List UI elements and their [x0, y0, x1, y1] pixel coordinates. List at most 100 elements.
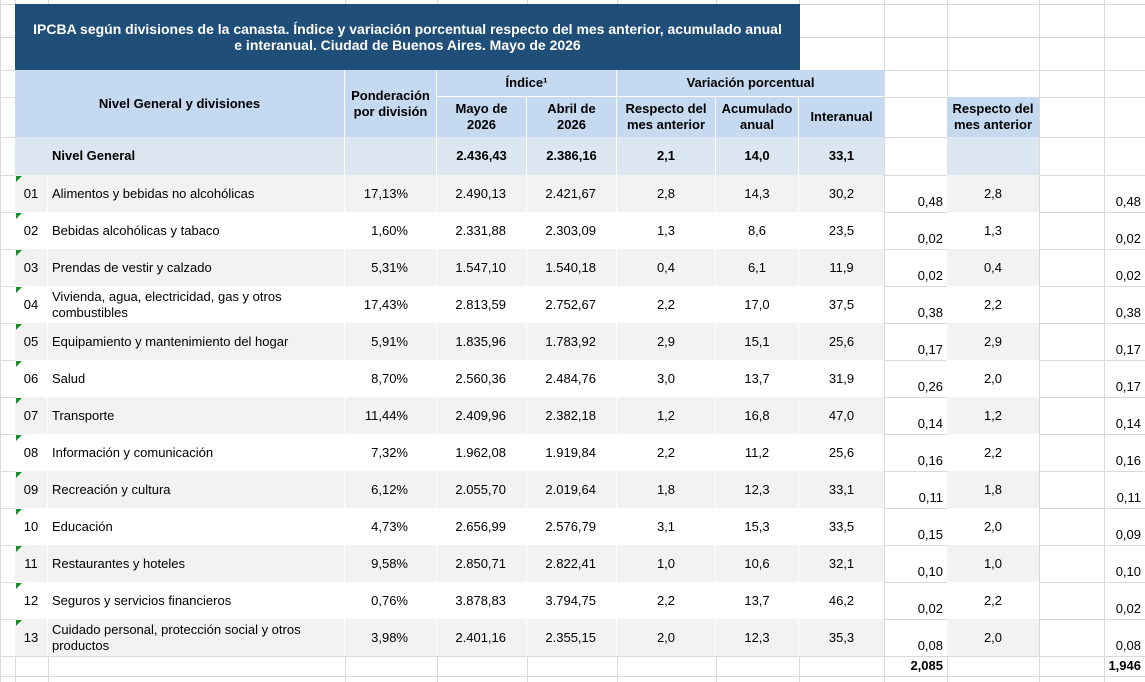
- contribution: 0,16: [917, 453, 943, 468]
- value: 2.421,67: [545, 185, 596, 201]
- value: 2,8: [617, 175, 716, 212]
- division: Información y comunicación: [48, 434, 345, 471]
- value: 2.436,43: [437, 137, 527, 175]
- grid-line: [0, 656, 1145, 657]
- value: 17,43%: [363, 296, 408, 312]
- contribution: 0,14: [917, 416, 943, 431]
- division: Alimentos y bebidas no alcohólicas: [48, 175, 345, 212]
- value: 2.331,88: [437, 212, 527, 249]
- value: 3.794,75: [527, 582, 617, 619]
- contribution: 0,02: [884, 582, 947, 619]
- value: 3.878,83: [437, 582, 527, 619]
- value: 1,8: [656, 481, 676, 497]
- header: Respecto del mes anterior: [947, 97, 1039, 137]
- code: 01: [23, 185, 39, 201]
- contribution: 0,15: [917, 527, 943, 542]
- value: 25,6: [828, 333, 855, 349]
- value: 2.436,43: [456, 148, 507, 163]
- header: Variación porcentual: [686, 75, 815, 90]
- value: 1,60%: [371, 222, 408, 238]
- value: 2.822,41: [545, 555, 596, 571]
- value: 13,7: [744, 370, 770, 386]
- cell-marker: [16, 213, 22, 219]
- contribution: 0,08: [917, 638, 943, 653]
- contribution: 0,38: [1115, 305, 1141, 320]
- value: 2.656,99: [437, 508, 527, 545]
- value: 2.490,13: [437, 175, 527, 212]
- value: 2.560,36: [455, 370, 506, 386]
- contribution: 0,48: [1115, 194, 1141, 209]
- header: Ponderación por división: [351, 87, 430, 119]
- value: 13,7: [716, 360, 799, 397]
- value: 32,1: [799, 545, 884, 582]
- contribution: 0,17: [917, 342, 943, 357]
- contribution: 0,11: [1104, 471, 1145, 508]
- value: 1,3: [983, 222, 1003, 238]
- value: 0,4: [983, 259, 1003, 275]
- value: 2,2: [947, 286, 1039, 323]
- value: 1,3: [947, 212, 1039, 249]
- value: 2.355,15: [527, 619, 617, 656]
- cell-marker: [16, 398, 22, 404]
- division: Alimentos y bebidas no alcohólicas: [52, 185, 255, 201]
- code: 08: [23, 444, 39, 460]
- value: 7,32%: [345, 434, 437, 471]
- value: 25,6: [799, 434, 884, 471]
- value: 14,3: [716, 175, 799, 212]
- value: 15,3: [744, 518, 770, 534]
- header: Respecto del mes anterior: [625, 101, 707, 132]
- contribution: 0,38: [884, 286, 947, 323]
- code: 09: [23, 481, 39, 497]
- cell-marker: [16, 435, 22, 441]
- value: 6,12%: [371, 481, 408, 497]
- cell: [15, 137, 48, 175]
- value: 15,1: [744, 333, 770, 349]
- value: 8,6: [747, 222, 767, 238]
- contribution: 0,17: [1115, 342, 1141, 357]
- value: 47,0: [828, 407, 855, 423]
- value: 16,8: [744, 407, 770, 423]
- value: 0,76%: [345, 582, 437, 619]
- cell-marker: [16, 546, 22, 552]
- header: Variación porcentual: [617, 70, 884, 97]
- value: 2,0: [947, 619, 1039, 656]
- value: 2,0: [617, 619, 716, 656]
- cell-marker: [16, 472, 22, 478]
- contribution: 0,02: [1115, 268, 1141, 283]
- value: 33,1: [799, 137, 884, 175]
- cell-marker: [16, 620, 22, 626]
- value: 2.055,70: [437, 471, 527, 508]
- contribution: 0,02: [1115, 231, 1141, 246]
- value: 2.303,09: [545, 222, 596, 238]
- value: 2.490,13: [455, 185, 506, 201]
- value: 47,0: [799, 397, 884, 434]
- division: Equipamiento y mantenimiento del hogar: [52, 333, 289, 349]
- cell: [947, 137, 1039, 175]
- value: 1.547,10: [455, 259, 506, 275]
- contribution: 0,02: [917, 231, 943, 246]
- value: 14,0: [716, 137, 799, 175]
- contribution: 0,17: [1104, 360, 1145, 397]
- value: 0,4: [947, 249, 1039, 286]
- value: 5,91%: [345, 323, 437, 360]
- cell-marker: [16, 250, 22, 256]
- value: 17,0: [716, 286, 799, 323]
- value: 1.547,10: [437, 249, 527, 286]
- value: 2,2: [983, 444, 1003, 460]
- value: 30,2: [799, 175, 884, 212]
- header: Mayo de 2026: [437, 97, 527, 137]
- grid-line: [884, 0, 885, 682]
- value: 8,70%: [345, 360, 437, 397]
- division: Transporte: [52, 407, 115, 423]
- value: 2,0: [947, 360, 1039, 397]
- grid-line: [1104, 0, 1105, 682]
- value: 2.822,41: [527, 545, 617, 582]
- contribution: 0,09: [1104, 508, 1145, 545]
- value: 3,98%: [345, 619, 437, 656]
- value: 2,2: [947, 582, 1039, 619]
- title: IPCBA según divisiones de la canasta. Ín…: [15, 4, 800, 70]
- value: 2.409,96: [455, 407, 506, 423]
- value: 7,32%: [371, 444, 408, 460]
- value: 2.303,09: [527, 212, 617, 249]
